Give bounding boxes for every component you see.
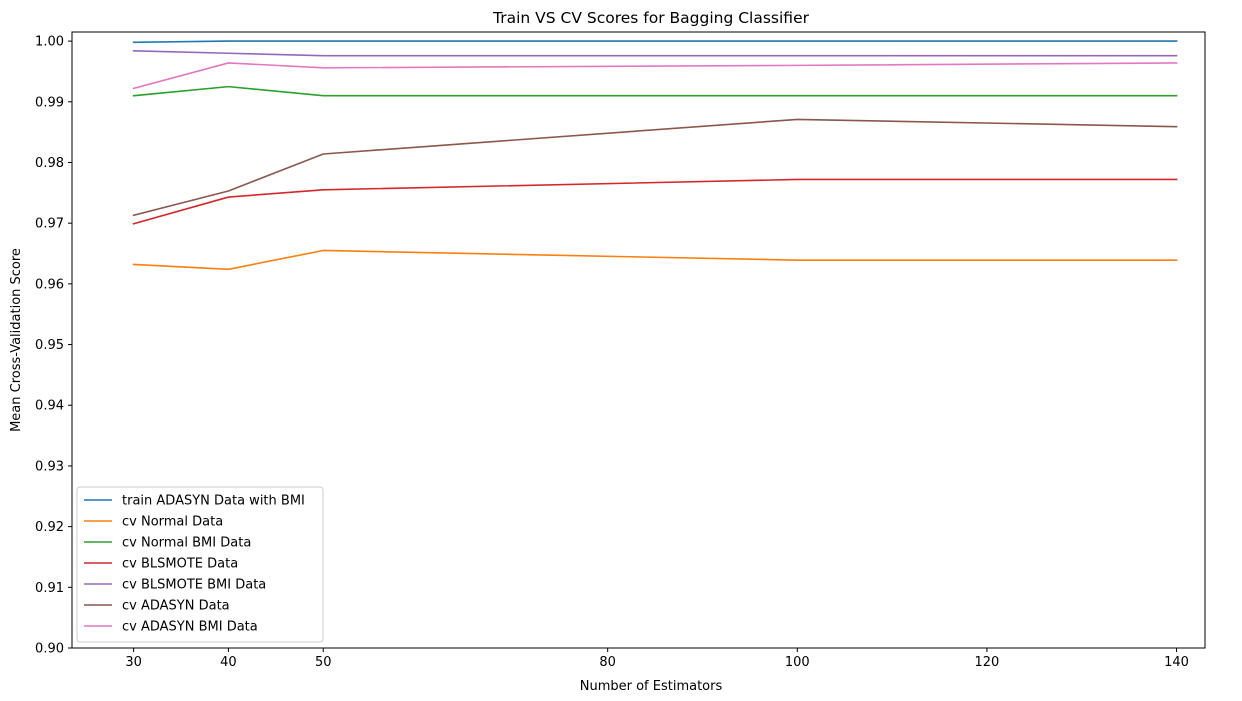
legend-label: train ADASYN Data with BMI [122, 494, 305, 509]
y-tick-label: 0.99 [35, 95, 64, 110]
x-tick-label: 100 [785, 655, 810, 670]
x-tick-label: 40 [220, 655, 237, 670]
x-tick-label: 120 [975, 655, 1000, 670]
x-tick-label: 50 [315, 655, 332, 670]
plot-area [71, 31, 1206, 649]
y-tick-label: 0.91 [35, 581, 64, 596]
x-axis-label: Number of Estimators [580, 679, 723, 694]
series-line-2 [132, 249, 1178, 271]
legend-label: cv Normal BMI Data [122, 536, 251, 551]
legend-label: cv Normal Data [122, 515, 223, 530]
y-tick-label: 0.95 [35, 338, 64, 353]
y-tick-label: 0.93 [35, 459, 64, 474]
legend-label: cv BLSMOTE BMI Data [122, 578, 266, 593]
legend-label: cv ADASYN Data [122, 599, 230, 614]
y-tick-label: 1.00 [35, 35, 64, 50]
series-line-1 [132, 40, 1178, 44]
y-axis: 0.90 0.91 0.92 0.93 0.94 0.95 0.96 0.97 0.98 0.99… [35, 35, 72, 657]
x-axis: 30 40 50 80 100 120 140 [125, 648, 1189, 670]
x-tick-label: 140 [1164, 655, 1189, 670]
x-tick-label: 80 [599, 655, 616, 670]
y-tick-label: 0.98 [35, 156, 64, 171]
series-line-6 [132, 118, 1178, 217]
legend-box [76, 486, 324, 643]
y-tick-label: 0.94 [35, 399, 64, 414]
chart-title: Train VS CV Scores for Bagging Classifie… [492, 9, 810, 27]
legend: train ADASYN Data with BMI cv Normal Data… [76, 486, 324, 643]
legend-label: cv ADASYN BMI Data [122, 620, 258, 635]
series-line-3 [132, 85, 1178, 97]
y-tick-label: 0.96 [35, 277, 64, 292]
series-line-4 [132, 178, 1178, 225]
y-axis-label: Mean Cross-Validation Score [9, 248, 24, 432]
y-tick-label: 0.90 [35, 642, 64, 657]
series-line-7 [132, 62, 1178, 90]
series-lines [132, 40, 1178, 271]
x-tick-label: 30 [125, 655, 142, 670]
y-tick-label: 0.92 [35, 520, 64, 535]
y-tick-label: 0.97 [35, 217, 64, 232]
series-line-5 [132, 49, 1178, 57]
legend-label: cv BLSMOTE Data [122, 557, 238, 572]
